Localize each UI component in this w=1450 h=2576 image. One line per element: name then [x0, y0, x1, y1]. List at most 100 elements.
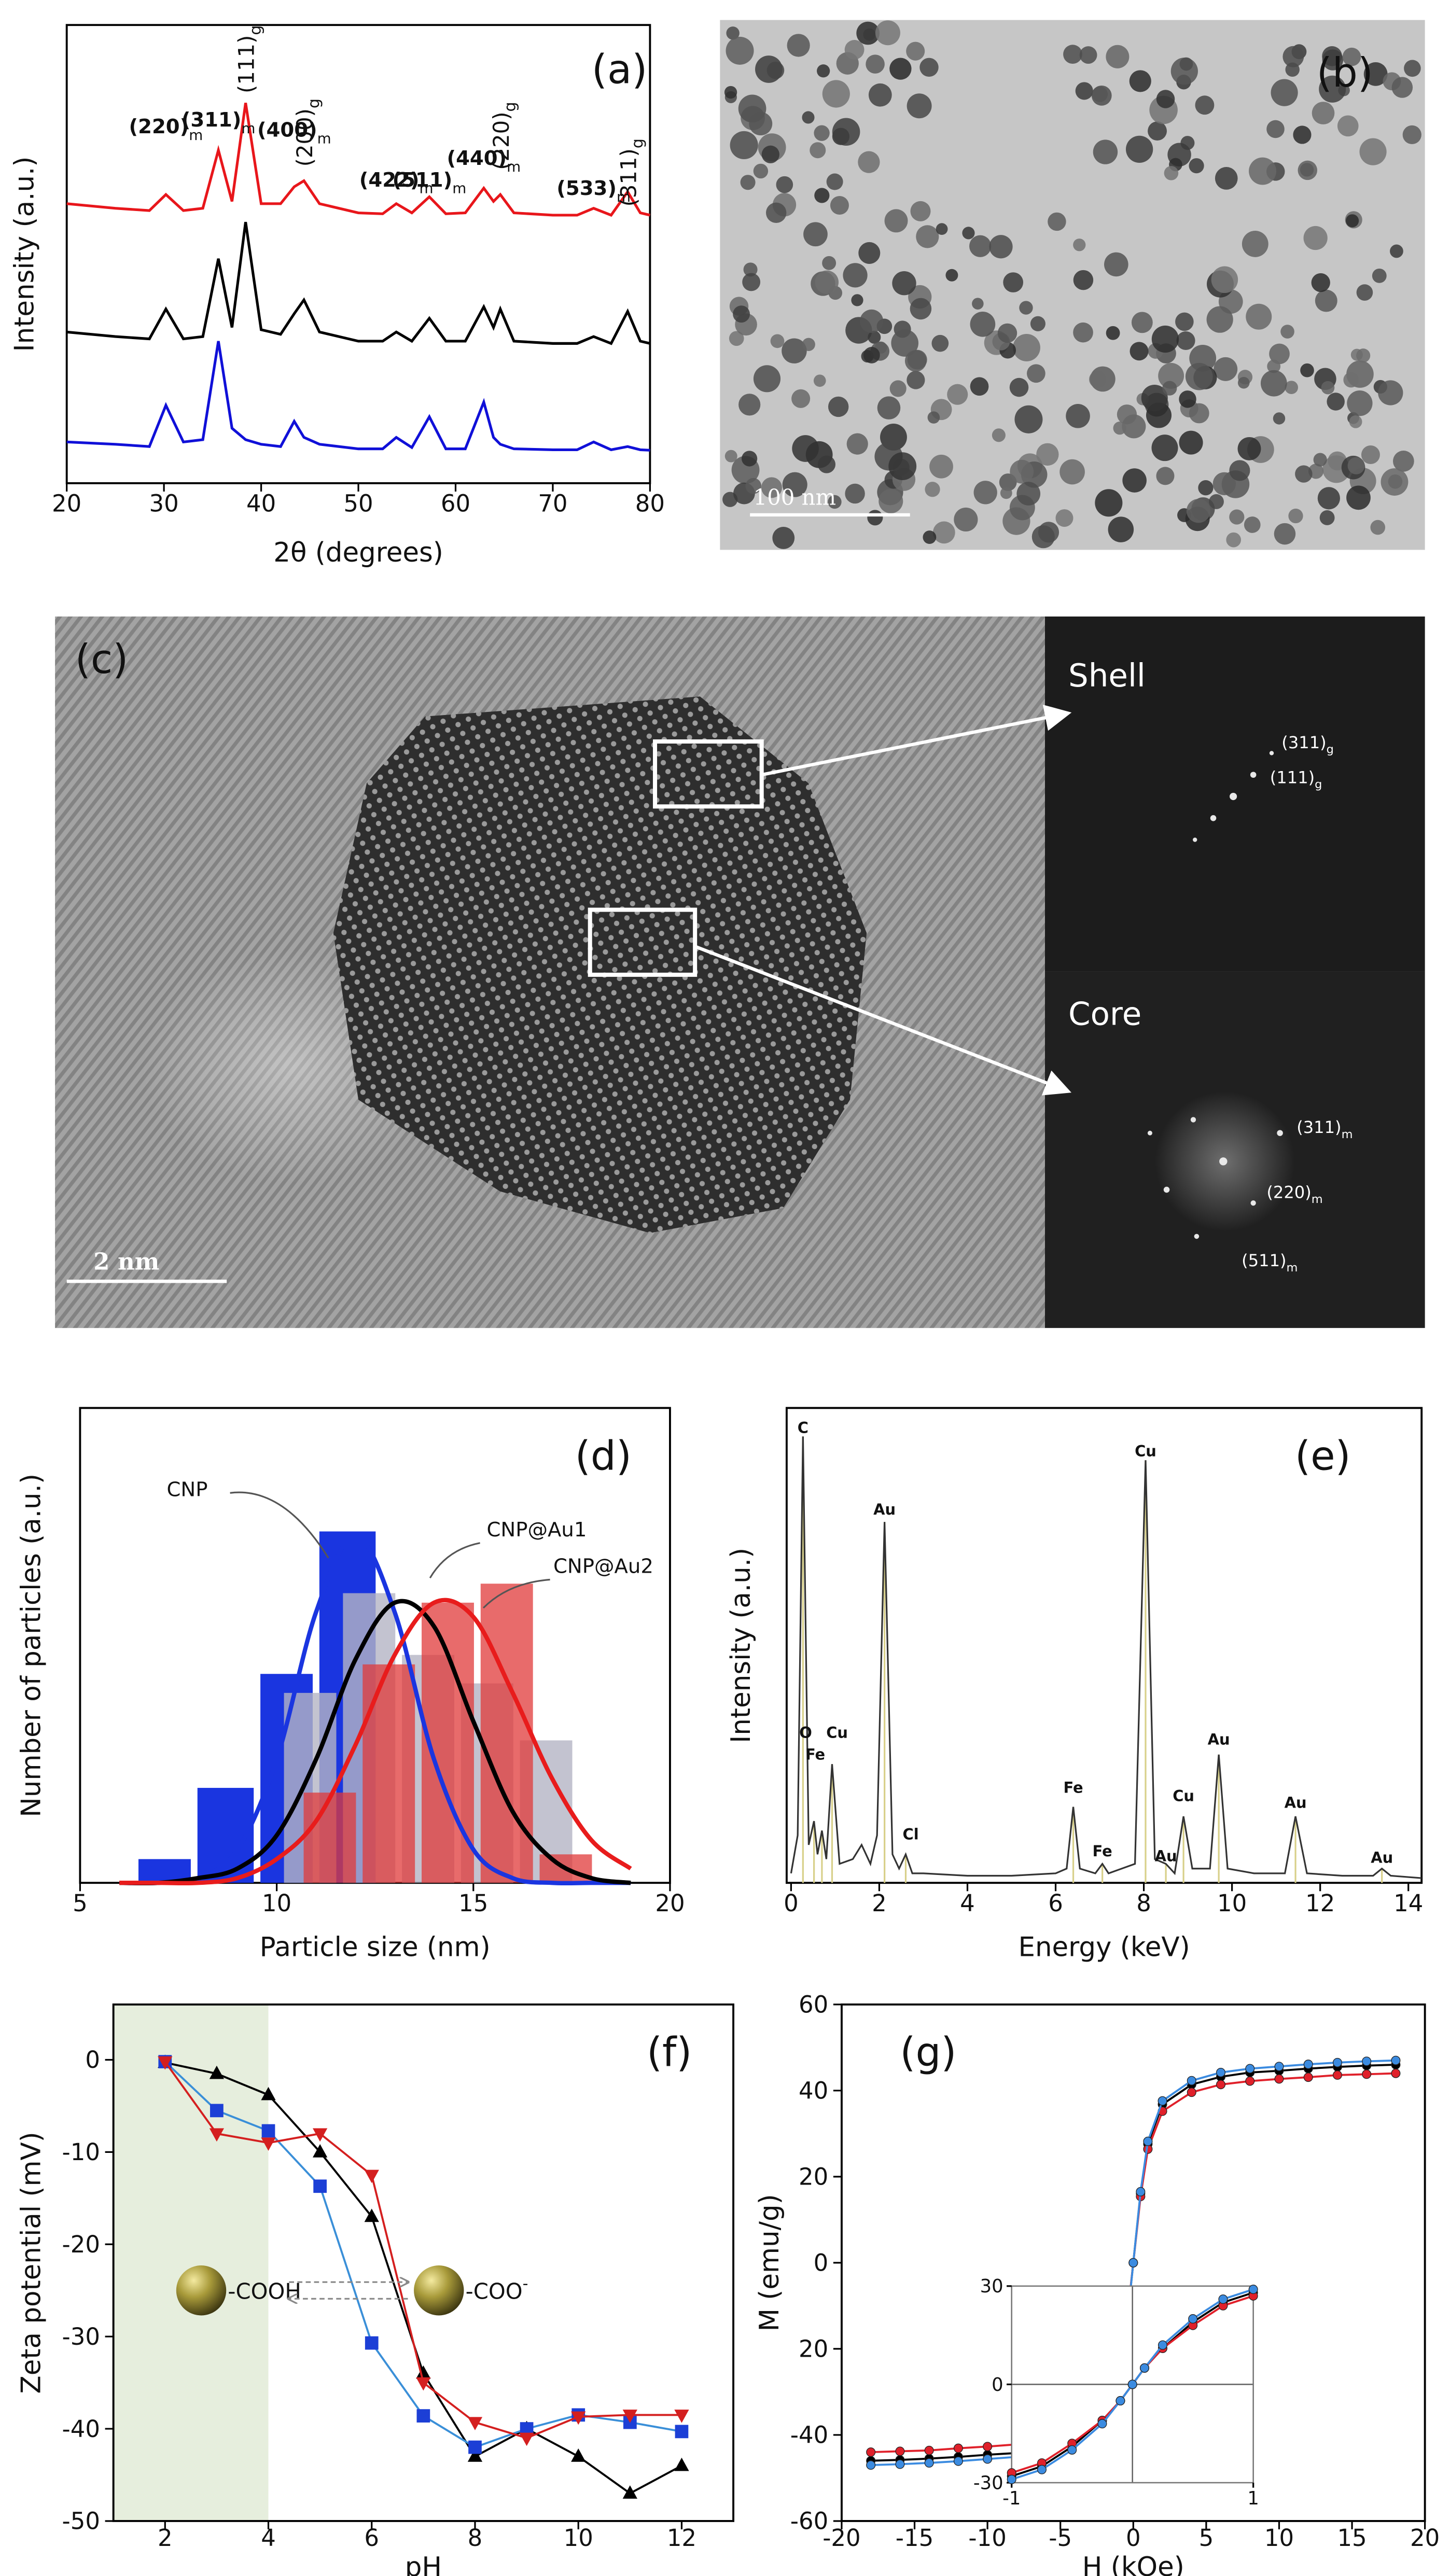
histogram-bar — [303, 1793, 356, 1883]
data-point — [1097, 2419, 1107, 2429]
annotation-text: Au — [873, 1501, 896, 1518]
spot — [1250, 772, 1257, 778]
annotation-superscript: - — [523, 2275, 528, 2293]
particle — [770, 334, 785, 348]
particle — [1356, 284, 1373, 301]
particle — [1274, 523, 1296, 545]
particle — [1066, 404, 1090, 428]
particle — [1280, 325, 1294, 339]
x-tick-label: 20 — [52, 490, 81, 517]
x-tick-label: 0 — [1126, 2524, 1141, 2552]
x-tick-label: 1 — [1247, 2488, 1259, 2509]
particle — [828, 396, 849, 417]
particle — [1293, 125, 1312, 144]
annotation: Au — [1285, 1794, 1307, 1812]
nanoparticle-icon — [414, 2265, 464, 2316]
particle — [910, 298, 932, 320]
particle — [989, 235, 1013, 259]
data-point — [261, 2087, 276, 2101]
particle — [1108, 516, 1134, 542]
particle — [1303, 226, 1328, 250]
particle — [726, 36, 754, 65]
spot — [1210, 815, 1217, 821]
spot — [1219, 1157, 1228, 1166]
data-point — [571, 2411, 586, 2425]
particle — [962, 227, 975, 240]
particle — [1363, 62, 1388, 86]
annotation-text: Cu — [1173, 1787, 1194, 1805]
particle — [1113, 422, 1126, 435]
annotation-subscript: m — [452, 180, 466, 197]
particle — [1030, 316, 1045, 331]
x-axis-title: pH — [405, 2552, 442, 2576]
particle — [753, 163, 769, 179]
data-point — [519, 2432, 534, 2446]
particle — [1244, 516, 1261, 533]
spot — [1163, 1186, 1170, 1193]
data-point — [674, 2457, 689, 2471]
particle — [1089, 371, 1106, 388]
particle — [1337, 115, 1359, 137]
particle — [814, 125, 830, 141]
x-axis-title: Particle size (nm) — [260, 1932, 491, 1963]
particle — [1075, 82, 1093, 100]
annotation-subscript: m — [617, 188, 631, 205]
x-tick-label: -1 — [1002, 2488, 1021, 2509]
data-point — [1128, 2258, 1138, 2267]
particle — [945, 269, 958, 282]
particle — [1185, 362, 1213, 390]
particle — [1381, 468, 1409, 496]
particle — [936, 223, 948, 235]
particle — [843, 263, 868, 288]
data-point — [1116, 2396, 1125, 2405]
hrtem-image: (c) 2 nm Shell Core (311)g (111)g (311)m… — [55, 616, 1425, 1328]
particle — [1298, 160, 1318, 180]
x-tick-label: 15 — [458, 1889, 488, 1917]
annotation: (440)m — [447, 147, 521, 175]
x-tick-label: 2 — [158, 2524, 173, 2552]
particle — [1378, 380, 1403, 405]
series-label: CNP — [166, 1478, 207, 1502]
annotation-subscript: m — [317, 130, 331, 147]
particle — [1282, 46, 1304, 67]
particle — [1214, 357, 1238, 381]
annotation: (200)g — [292, 99, 323, 166]
particle — [766, 61, 785, 79]
series-line — [66, 221, 650, 345]
data-point — [1332, 2057, 1342, 2067]
data-point — [1391, 2055, 1401, 2065]
data-point — [1391, 2068, 1401, 2078]
particle — [1195, 95, 1215, 115]
data-point — [1216, 2068, 1226, 2077]
particle — [1312, 102, 1335, 124]
spot-subscript: m — [1312, 1193, 1323, 1206]
axes-frame — [112, 2003, 734, 2522]
particle — [1269, 343, 1290, 365]
particle — [761, 477, 782, 498]
particle — [1237, 437, 1261, 460]
data-point — [1362, 2056, 1372, 2066]
particle — [1343, 372, 1359, 388]
particle — [1359, 138, 1387, 165]
particle — [1151, 325, 1179, 353]
annotation: (220)g — [489, 102, 520, 170]
data-point — [1248, 2285, 1258, 2294]
annotation: (533)m — [556, 177, 631, 205]
data-point — [1245, 2076, 1255, 2086]
particle — [1300, 363, 1314, 377]
particle — [1327, 393, 1345, 411]
data-point — [924, 2445, 934, 2455]
annotation: Au — [1371, 1849, 1393, 1867]
particle — [891, 329, 919, 357]
particles — [722, 20, 1421, 549]
particle — [851, 294, 863, 306]
particle — [1093, 139, 1118, 164]
particle — [860, 309, 884, 333]
y-tick-label: 40 — [799, 2077, 828, 2105]
particle — [1055, 509, 1073, 527]
particle — [792, 435, 819, 462]
particle — [1009, 377, 1029, 397]
annotation: Au — [1208, 1730, 1230, 1748]
particle — [1179, 430, 1203, 455]
